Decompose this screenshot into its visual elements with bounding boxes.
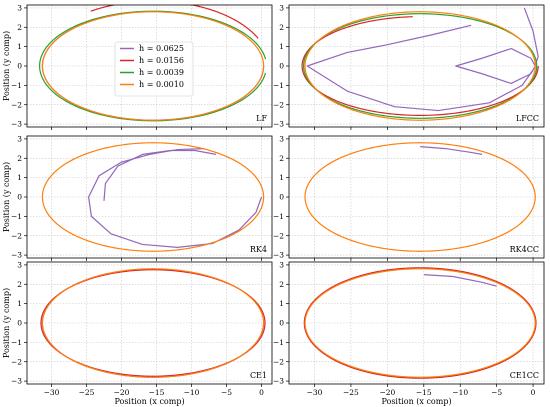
y-tick-label: 3 — [279, 261, 284, 270]
x-tick-label: −30 — [44, 388, 60, 397]
y-tick-label: −3 — [11, 377, 22, 386]
series-line-h-0-0010 — [41, 142, 265, 252]
y-tick-label: 2 — [279, 23, 284, 32]
y-tick-label: 2 — [17, 280, 22, 289]
y-tick-label: −1 — [11, 81, 22, 90]
x-tick-label: −20 — [379, 388, 395, 397]
y-tick-label: −1 — [273, 81, 284, 90]
series-line-h-0-0039 — [302, 13, 538, 119]
y-axis-title: Position (y comp) — [2, 288, 11, 358]
x-tick-label: −10 — [184, 388, 200, 397]
x-axis-title: Position (x comp) — [114, 397, 184, 406]
series-line-h-0-0010 — [304, 11, 536, 121]
y-tick-label: 1 — [279, 299, 284, 308]
x-tick-label: −10 — [452, 388, 468, 397]
y-tick-label: 0 — [17, 62, 22, 71]
y-tick-label: −2 — [11, 357, 22, 366]
y-axis-title: Position (y comp) — [2, 31, 11, 101]
y-tick-label: 1 — [17, 42, 22, 51]
y-tick-label: −2 — [273, 100, 284, 109]
y-tick-label: 0 — [279, 319, 284, 328]
y-tick-label: 3 — [279, 135, 284, 144]
panel-label: RK4CC — [510, 245, 539, 254]
panel-label: CE1 — [250, 371, 267, 380]
y-tick-label: 1 — [279, 42, 284, 51]
legend: h = 0.0625 h = 0.0156 h = 0.0039 h = 0.0010 — [114, 41, 194, 97]
y-tick-label: −3 — [273, 251, 284, 260]
series-line-h-0-0625 — [306, 24, 534, 112]
panel-label: CE1CC — [510, 371, 539, 380]
y-tick-label: 2 — [279, 154, 284, 163]
series-line-h-0-0625 — [103, 149, 217, 201]
y-tick-label: 3 — [279, 4, 284, 13]
y-tick-label: 2 — [17, 154, 22, 163]
y-tick-label: −3 — [273, 120, 284, 129]
y-tick-label: −2 — [273, 357, 284, 366]
y-tick-label: 1 — [17, 299, 22, 308]
y-tick-label: −1 — [273, 338, 284, 347]
series-line-h-0-0625 — [420, 146, 483, 155]
y-tick-label: 1 — [17, 173, 22, 182]
y-tick-label: −2 — [11, 231, 22, 240]
x-tick-label: −20 — [114, 388, 130, 397]
y-tick-label: 3 — [17, 4, 22, 13]
series-line-h-0-0156 — [40, 269, 266, 377]
x-tick-label: −15 — [416, 388, 432, 397]
y-tick-label: 2 — [279, 280, 284, 289]
series-line-h-0-0156 — [303, 267, 537, 379]
series-line-h-0-0625 — [455, 7, 539, 85]
x-tick-label: 0 — [531, 388, 536, 397]
panel-rk4cc: −3 −2 −1 0 1 2 3 RK4CC — [273, 135, 545, 261]
legend-box — [114, 41, 194, 97]
y-tick-label: −1 — [11, 338, 22, 347]
x-tick-label: −15 — [149, 388, 165, 397]
panel-ce1: −30 −25 −20 −15 −10 −5 0−3−2−10123CE1Position … — [2, 261, 273, 406]
legend-entry: h = 0.0039 — [139, 68, 184, 77]
legend-entry: h = 0.0625 — [139, 44, 184, 53]
y-tick-label: −1 — [11, 212, 22, 221]
x-tick-label: −25 — [79, 388, 95, 397]
series-line-h-0-0010 — [304, 268, 536, 378]
legend-entry: h = 0.0156 — [139, 56, 184, 65]
panel-label: LF — [256, 114, 267, 123]
series-line-h-0-0010 — [41, 268, 265, 378]
x-tick-label: −25 — [343, 388, 359, 397]
series-line-h-0-0156 — [301, 16, 539, 116]
y-tick-label: −3 — [11, 120, 22, 129]
panel-label: RK4 — [250, 245, 267, 254]
panel-rk4: −3 −2 −1 0 1 2 3 RK4 Position (y comp) — [2, 135, 273, 261]
y-tick-label: −3 — [11, 251, 22, 260]
y-tick-label: −1 — [273, 212, 284, 221]
series-line-h-0-0156 — [90, 5, 259, 39]
x-axis-title: Position (x comp) — [381, 397, 451, 406]
series-line-h-0-0010 — [41, 11, 265, 121]
y-tick-label: 0 — [279, 62, 284, 71]
panel-label: LFCC — [516, 114, 539, 123]
panel-lfcc: −3 −2 −1 0 1 2 3 LFCC — [273, 4, 545, 130]
y-tick-label: 0 — [279, 193, 284, 202]
y-tick-label: 0 — [17, 319, 22, 328]
panel-ce1cc: −30 −25 −20 −15 −10 −5 0−3−2−10123CE1CCPositio… — [273, 261, 545, 406]
y-tick-label: 0 — [17, 193, 22, 202]
y-tick-label: −2 — [11, 100, 22, 109]
y-tick-label: 1 — [279, 173, 284, 182]
y-tick-label: 2 — [17, 23, 22, 32]
y-tick-label: 3 — [17, 261, 22, 270]
series-line-h-0-0010 — [304, 142, 536, 252]
y-tick-label: 3 — [17, 135, 22, 144]
x-tick-label: −5 — [221, 388, 232, 397]
series-line-h-0-0039 — [39, 10, 267, 122]
y-axis-title: Position (y comp) — [2, 162, 11, 232]
y-tick-label: −2 — [273, 231, 284, 240]
x-tick-label: −5 — [491, 388, 502, 397]
series-line-h-0-0625 — [423, 273, 497, 287]
legend-entry: h = 0.0010 — [139, 80, 184, 89]
series-line-h-0-0625 — [88, 147, 263, 248]
x-tick-label: −30 — [307, 388, 323, 397]
y-tick-label: −3 — [273, 377, 284, 386]
x-tick-label: 0 — [259, 388, 264, 397]
